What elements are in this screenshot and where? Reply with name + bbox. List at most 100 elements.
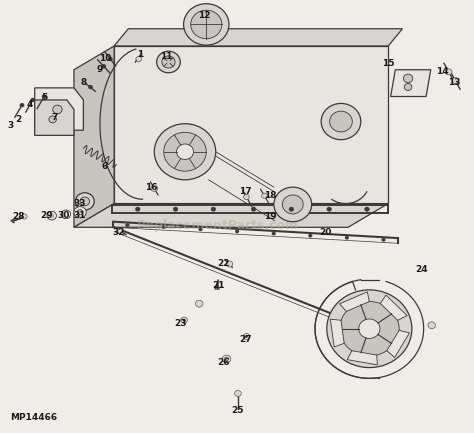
Text: 33: 33 — [74, 199, 86, 208]
Circle shape — [108, 57, 113, 61]
Circle shape — [126, 223, 129, 227]
Circle shape — [195, 300, 203, 307]
Circle shape — [74, 207, 86, 218]
Text: 11: 11 — [160, 52, 173, 61]
Text: 19: 19 — [264, 212, 276, 221]
Polygon shape — [387, 330, 410, 358]
Circle shape — [452, 78, 459, 84]
Circle shape — [404, 84, 412, 90]
Circle shape — [19, 103, 24, 107]
Circle shape — [251, 207, 256, 211]
Circle shape — [262, 193, 267, 198]
Text: 20: 20 — [319, 228, 332, 237]
Circle shape — [222, 355, 231, 363]
Circle shape — [49, 116, 56, 123]
Circle shape — [243, 333, 250, 339]
Text: 2: 2 — [16, 115, 22, 124]
Circle shape — [80, 197, 90, 206]
Circle shape — [164, 132, 206, 171]
Text: 13: 13 — [448, 78, 461, 87]
Text: 4: 4 — [27, 100, 33, 109]
Circle shape — [30, 98, 35, 102]
Circle shape — [75, 193, 94, 210]
Circle shape — [283, 195, 303, 214]
Text: 22: 22 — [218, 259, 230, 268]
Circle shape — [136, 56, 142, 61]
Circle shape — [365, 207, 369, 211]
Circle shape — [21, 214, 27, 219]
Circle shape — [47, 211, 56, 220]
Circle shape — [274, 187, 312, 222]
Circle shape — [151, 185, 157, 191]
Circle shape — [382, 238, 385, 242]
Circle shape — [289, 207, 294, 211]
Circle shape — [50, 214, 54, 217]
Text: 26: 26 — [218, 358, 230, 367]
Text: 8: 8 — [80, 78, 87, 87]
Circle shape — [101, 64, 106, 68]
Circle shape — [88, 85, 93, 89]
Text: 31: 31 — [74, 211, 86, 220]
Polygon shape — [380, 295, 407, 320]
Text: 15: 15 — [382, 59, 394, 68]
Polygon shape — [74, 204, 388, 227]
Circle shape — [327, 207, 331, 211]
Text: 23: 23 — [174, 319, 187, 328]
Circle shape — [428, 322, 436, 329]
Circle shape — [117, 228, 123, 233]
Circle shape — [162, 226, 166, 229]
Polygon shape — [347, 351, 377, 365]
Circle shape — [309, 234, 312, 237]
Text: 14: 14 — [436, 68, 449, 76]
Circle shape — [136, 207, 140, 211]
Text: 16: 16 — [145, 183, 157, 192]
Circle shape — [181, 317, 187, 323]
Text: 28: 28 — [12, 212, 25, 221]
Circle shape — [53, 105, 62, 114]
Polygon shape — [114, 46, 388, 204]
Text: 5: 5 — [42, 93, 48, 102]
Text: 25: 25 — [232, 406, 244, 415]
Circle shape — [272, 232, 275, 235]
Polygon shape — [114, 29, 402, 46]
Circle shape — [162, 56, 175, 68]
Circle shape — [42, 94, 46, 99]
Circle shape — [339, 301, 399, 356]
Circle shape — [183, 4, 229, 45]
Circle shape — [329, 111, 352, 132]
Text: 7: 7 — [52, 113, 58, 122]
Circle shape — [191, 10, 222, 39]
Circle shape — [182, 319, 185, 321]
Circle shape — [403, 74, 413, 83]
Text: 30: 30 — [57, 211, 69, 220]
Text: 29: 29 — [41, 211, 53, 220]
Text: 32: 32 — [113, 228, 125, 237]
Text: ReplacementParts.com: ReplacementParts.com — [137, 219, 299, 232]
Circle shape — [211, 207, 216, 211]
Text: 6: 6 — [101, 162, 108, 171]
Circle shape — [345, 236, 349, 239]
Circle shape — [176, 144, 193, 159]
Text: 24: 24 — [415, 265, 428, 274]
Circle shape — [321, 103, 361, 140]
Circle shape — [446, 69, 452, 75]
Circle shape — [359, 319, 380, 339]
Text: 12: 12 — [198, 11, 210, 20]
Circle shape — [235, 391, 241, 397]
Text: 27: 27 — [239, 335, 252, 344]
Text: 10: 10 — [100, 55, 112, 64]
Circle shape — [244, 194, 249, 200]
Circle shape — [327, 290, 412, 368]
Text: 3: 3 — [7, 121, 13, 130]
Polygon shape — [339, 292, 369, 311]
Circle shape — [156, 51, 180, 73]
Text: 1: 1 — [137, 50, 143, 59]
Circle shape — [77, 210, 83, 215]
Circle shape — [199, 228, 202, 231]
Text: 17: 17 — [239, 187, 252, 196]
Polygon shape — [35, 88, 83, 130]
Polygon shape — [330, 319, 344, 347]
Circle shape — [173, 207, 178, 211]
Text: MP14466: MP14466 — [10, 413, 57, 421]
Circle shape — [155, 124, 216, 180]
